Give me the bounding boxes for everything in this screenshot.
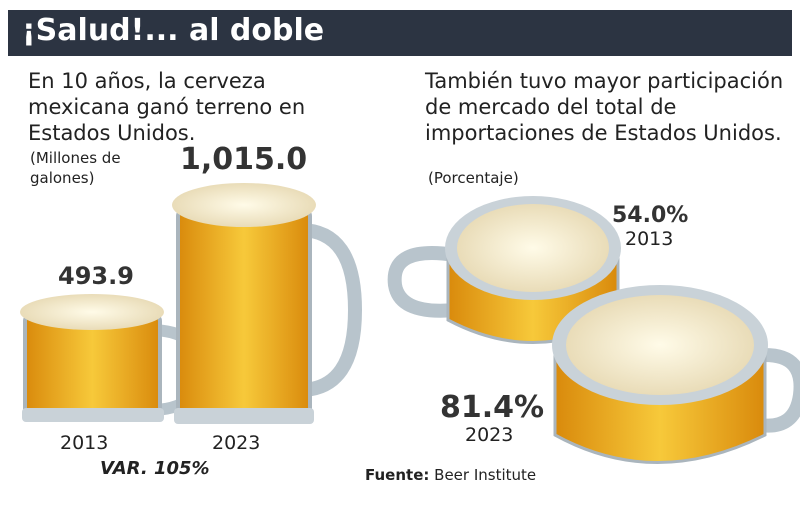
left-unit: (Millones de galones) (30, 149, 121, 187)
year-2023: 2023 (212, 432, 261, 454)
title-bar (8, 10, 792, 56)
source-label: Fuente: (365, 466, 430, 484)
share-year-2013: 2013 (625, 228, 674, 250)
mug-top-2013 (387, 196, 621, 344)
left-description: En 10 años, la cerveza mexicana ganó ter… (28, 69, 306, 145)
share-year-2023: 2023 (465, 424, 514, 446)
title: ¡Salud!... al doble (22, 13, 325, 48)
mug-top-2023 (552, 285, 800, 464)
year-2013: 2013 (60, 432, 109, 454)
share-2013: 54.0% (612, 203, 689, 228)
change-label: VAR. 105% (100, 458, 210, 479)
source-text: Beer Institute (434, 466, 537, 484)
value-2023: 1,015.0 (180, 142, 308, 177)
source: Fuente: Beer Institute (365, 466, 536, 484)
right-unit: (Porcentaje) (428, 169, 519, 187)
share-2023: 81.4% (440, 390, 545, 425)
mug-2023 (172, 183, 363, 424)
mug-2013 (20, 294, 207, 422)
value-2013: 493.9 (58, 262, 134, 290)
right-description: También tuvo mayor participación de merc… (425, 69, 784, 145)
